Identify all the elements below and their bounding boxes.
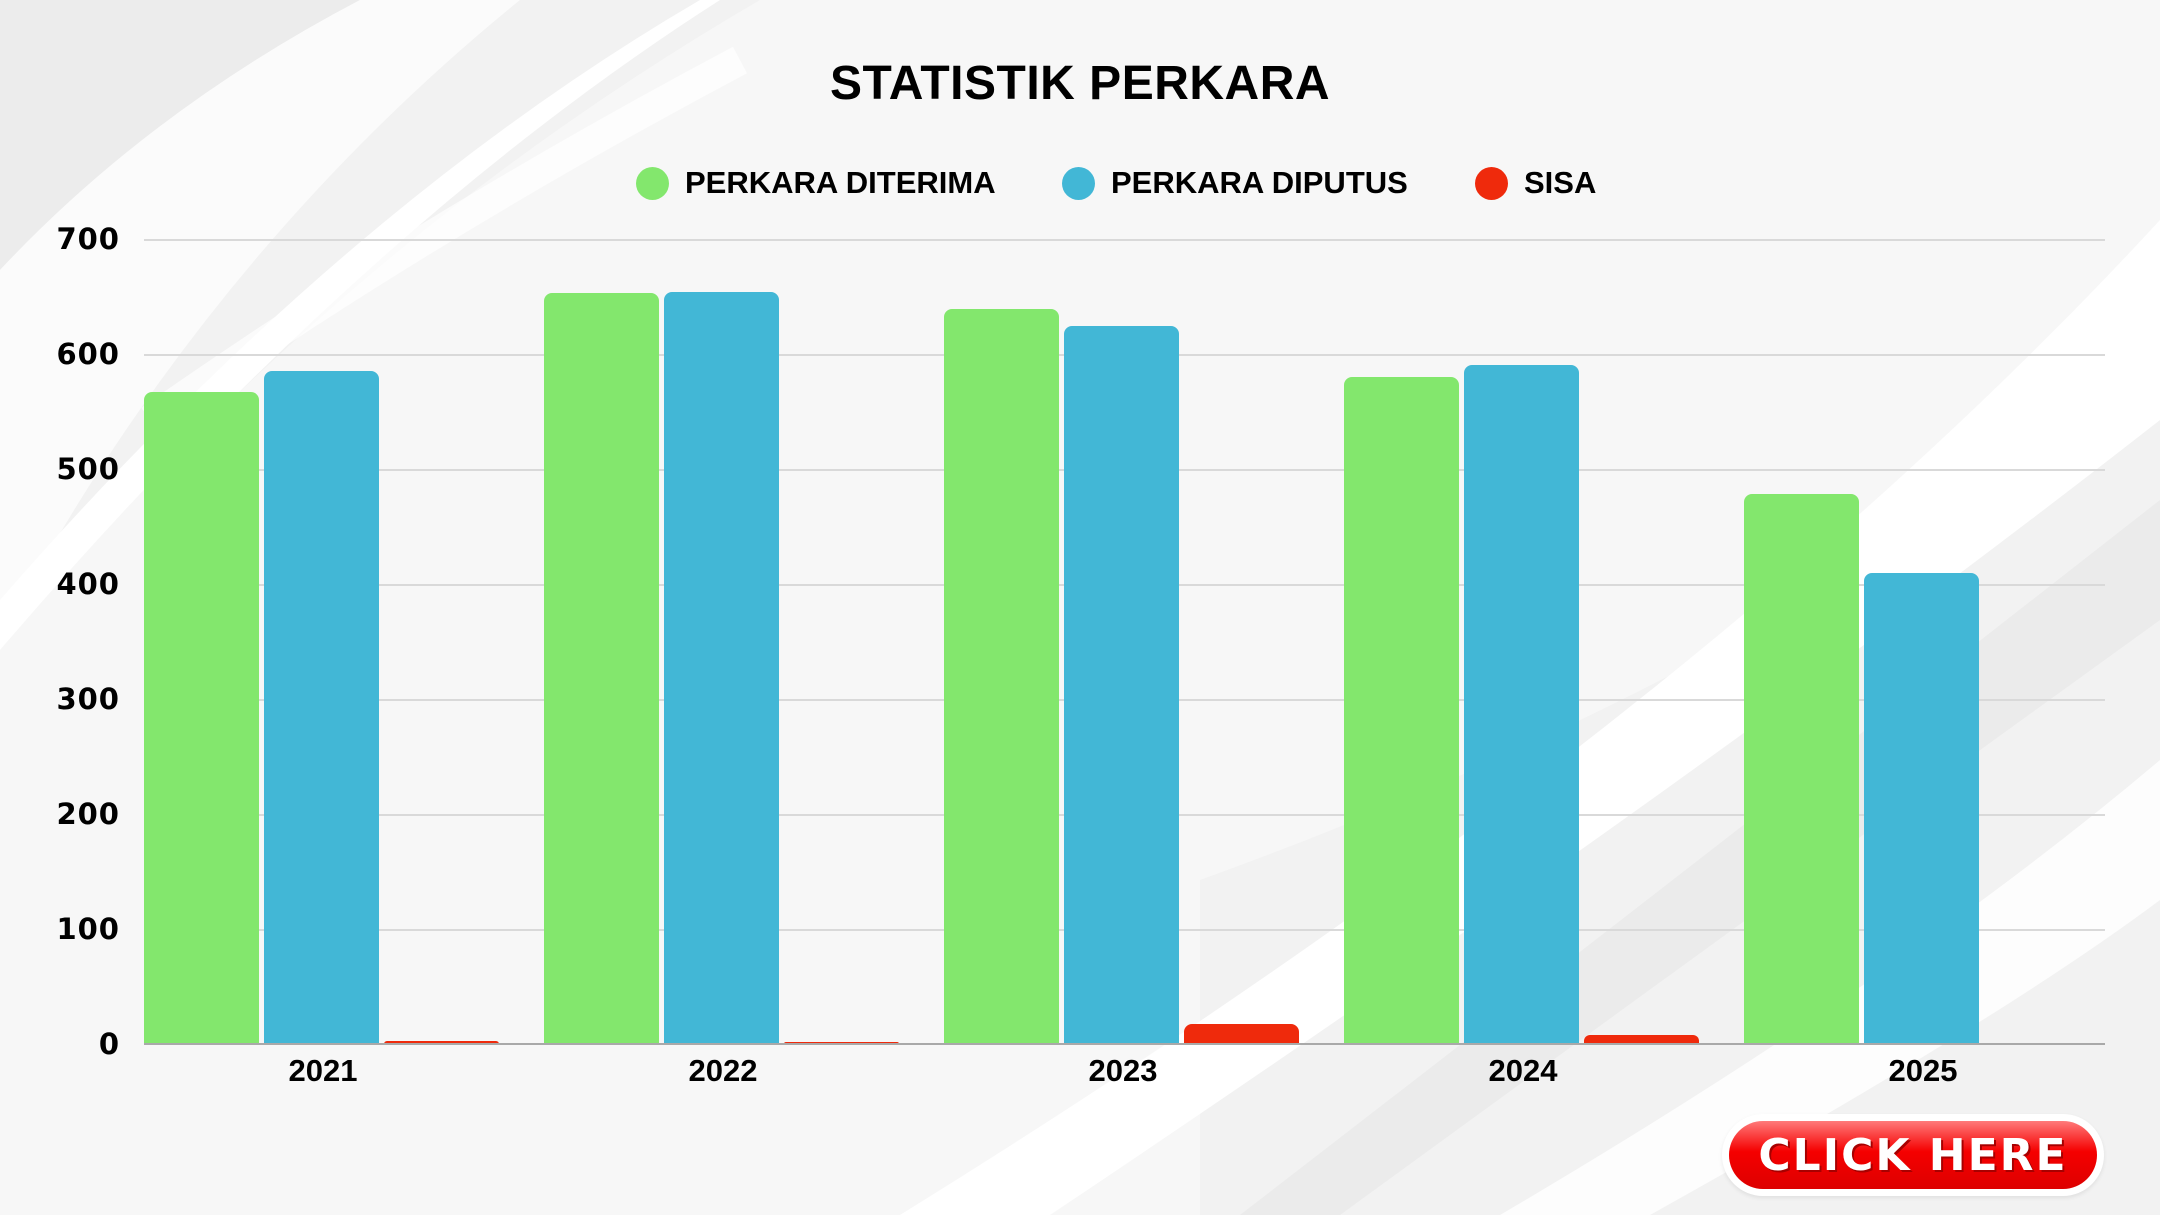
x-label-2022: 2022 bbox=[688, 1053, 758, 1088]
bar-perkara-diterima-2024 bbox=[1344, 377, 1459, 1044]
x-label-2023: 2023 bbox=[1088, 1053, 1158, 1088]
y-tick-400: 400 bbox=[56, 567, 120, 601]
y-tick-0: 0 bbox=[98, 1027, 120, 1061]
y-tick-500: 500 bbox=[56, 452, 120, 486]
legend-item-perkara-diputus: PERKARA DIPUTUS bbox=[1062, 163, 1408, 203]
y-tick-200: 200 bbox=[56, 797, 120, 831]
bar-perkara-diputus-2023 bbox=[1064, 326, 1179, 1044]
y-tick-600: 600 bbox=[56, 337, 120, 371]
gridline-700 bbox=[144, 239, 2105, 241]
bar-sisa-2024 bbox=[1584, 1035, 1699, 1044]
legend-item-perkara-diterima: PERKARA DITERIMA bbox=[636, 163, 996, 203]
bar-perkara-diterima-2023 bbox=[944, 309, 1059, 1044]
bar-perkara-diterima-2021 bbox=[144, 392, 259, 1044]
x-label-2021: 2021 bbox=[288, 1053, 358, 1088]
bar-sisa-2023 bbox=[1184, 1024, 1299, 1044]
chart-legend: PERKARA DITERIMA PERKARA DIPUTUS SISA bbox=[0, 163, 2160, 203]
legend-dot-red-icon bbox=[1475, 166, 1508, 200]
x-label-2024: 2024 bbox=[1488, 1053, 1558, 1088]
bar-perkara-diputus-2022 bbox=[664, 292, 779, 1044]
y-tick-700: 700 bbox=[56, 222, 120, 256]
y-tick-300: 300 bbox=[56, 682, 120, 716]
click-here-label[interactable]: CLICK HERE bbox=[1729, 1121, 2097, 1189]
bar-perkara-diputus-2025 bbox=[1864, 573, 1979, 1044]
bar-perkara-diterima-2022 bbox=[544, 293, 659, 1044]
legend-dot-green-icon bbox=[636, 166, 669, 200]
legend-label: PERKARA DITERIMA bbox=[685, 165, 996, 200]
legend-dot-blue-icon bbox=[1062, 166, 1095, 200]
legend-label: SISA bbox=[1524, 165, 1597, 200]
legend-label: PERKARA DIPUTUS bbox=[1111, 165, 1408, 200]
bar-perkara-diputus-2024 bbox=[1464, 365, 1579, 1044]
chart-title: STATISTIK PERKARA bbox=[829, 57, 1331, 110]
x-label-2025: 2025 bbox=[1888, 1053, 1958, 1088]
legend-item-sisa: SISA bbox=[1475, 163, 1596, 203]
click-here-button[interactable]: CLICK HERE bbox=[1722, 1114, 2104, 1196]
bar-sisa-2021 bbox=[384, 1041, 499, 1044]
bar-perkara-diterima-2025 bbox=[1744, 494, 1859, 1044]
x-axis-line bbox=[144, 1043, 2105, 1045]
y-tick-100: 100 bbox=[56, 912, 120, 946]
bar-perkara-diputus-2021 bbox=[264, 371, 379, 1044]
